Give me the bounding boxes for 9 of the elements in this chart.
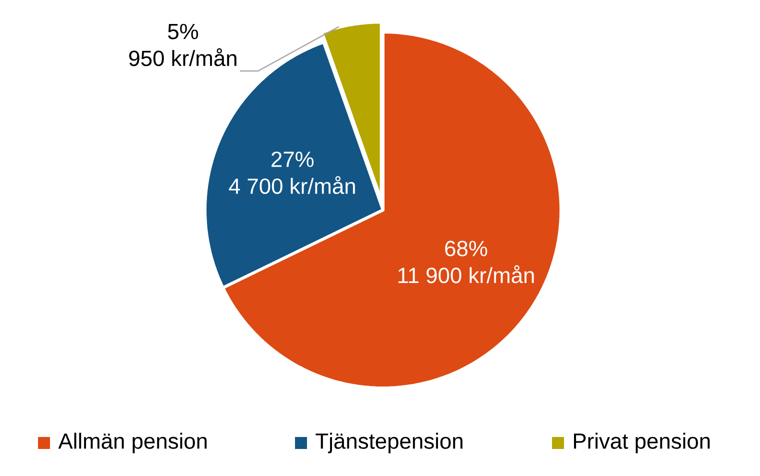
data-label: 4 700 kr/mån — [228, 176, 355, 194]
data-label: 11 900 kr/mån — [398, 265, 534, 284]
legend-label: Allmän pension — [58, 432, 207, 454]
text: 68% — [445, 240, 488, 256]
data-label: 950 kr/mån — [129, 48, 236, 66]
text: 27% — [272, 152, 314, 168]
legend-label: Privat pension — [574, 432, 710, 454]
text: 5% — [168, 24, 198, 40]
legend-label: Tjänstepension — [316, 432, 462, 454]
